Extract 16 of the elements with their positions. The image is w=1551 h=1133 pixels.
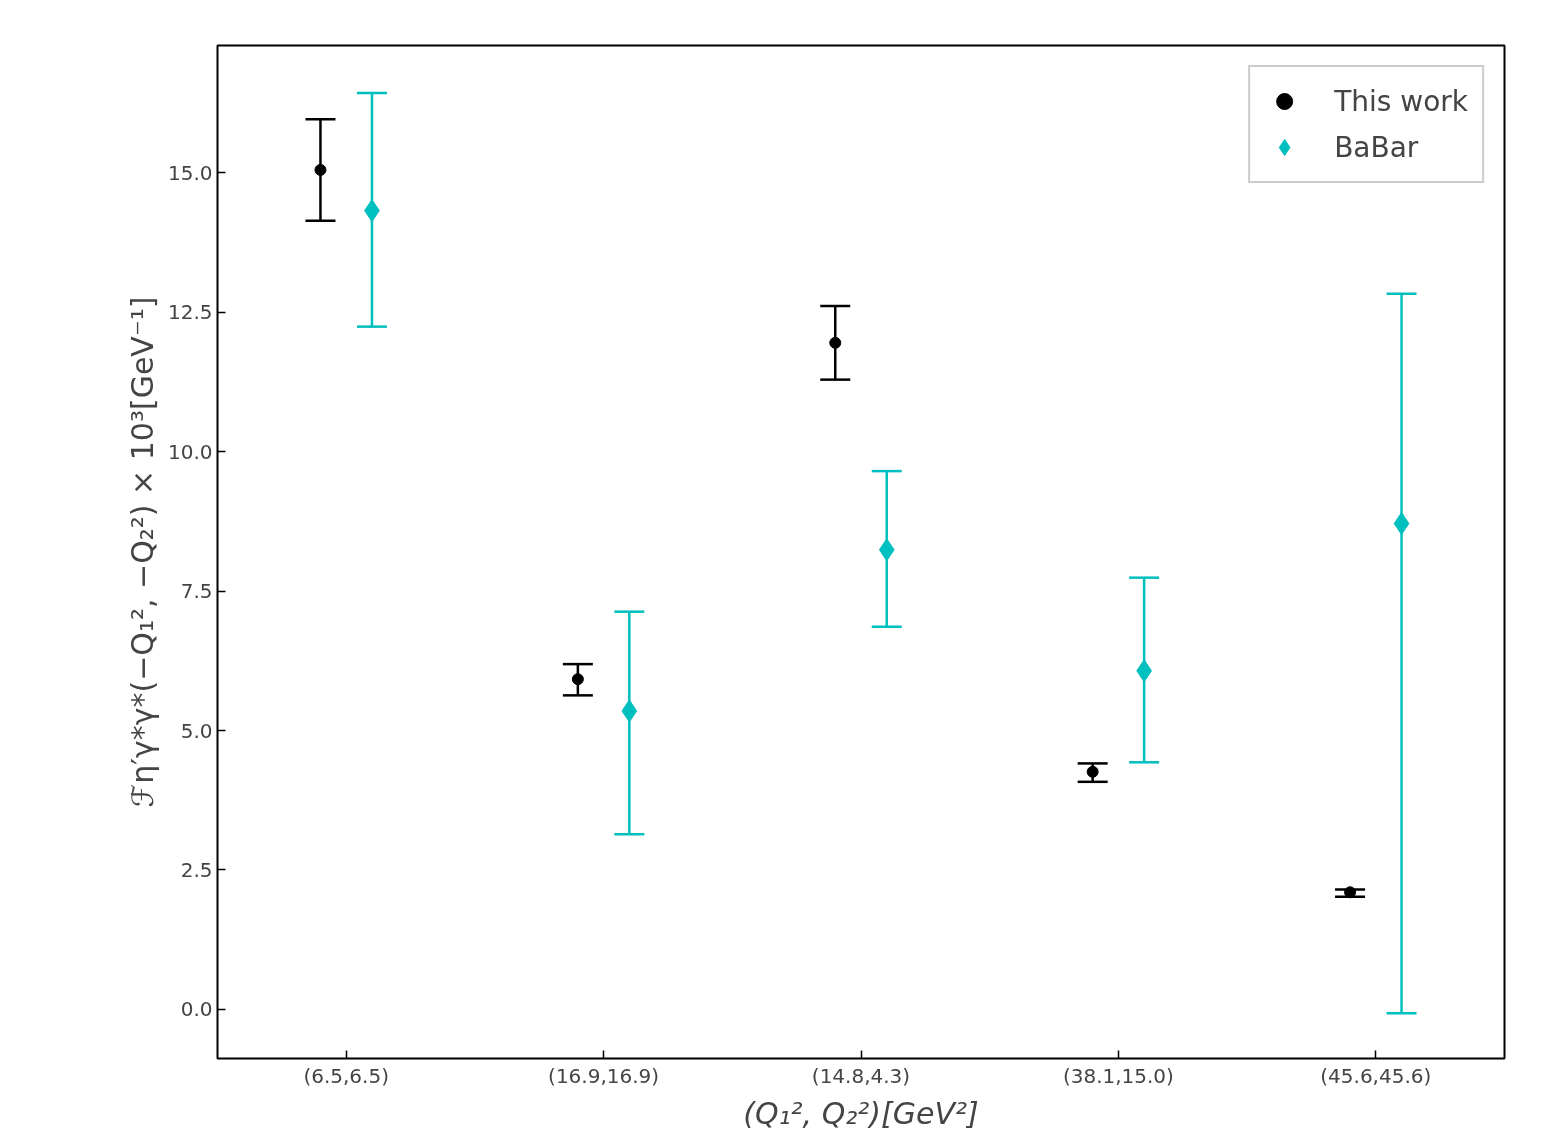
legend-label: This work [1334, 84, 1468, 118]
x-tick-label: (38.1,15.0) [1062, 1063, 1174, 1088]
x-tick-label: (16.9,16.9) [548, 1063, 660, 1088]
y-tick-label: 5.0 [180, 718, 213, 743]
y-tick-label: 15.0 [167, 160, 213, 185]
y-axis-title: ℱη′γ*γ*(−Q₁², −Q₂²) × 10³[GeV⁻¹] [124, 296, 160, 808]
x-axis-title: (Q₁², Q₂²)[GeV²] [743, 1095, 979, 1131]
y-tick-label: 2.5 [180, 857, 213, 882]
x-tick-label: (14.8,4.3) [811, 1063, 911, 1088]
y-tick-label: 0.0 [180, 997, 213, 1022]
x-tick-label: (45.6,45.6) [1320, 1063, 1432, 1088]
y-tick-label: 10.0 [167, 439, 213, 464]
legend-label: BaBar [1334, 130, 1419, 164]
y-tick-label: 12.5 [167, 300, 213, 325]
y-tick-label: 7.5 [180, 579, 213, 604]
x-tick-label: (6.5,6.5) [303, 1063, 389, 1088]
